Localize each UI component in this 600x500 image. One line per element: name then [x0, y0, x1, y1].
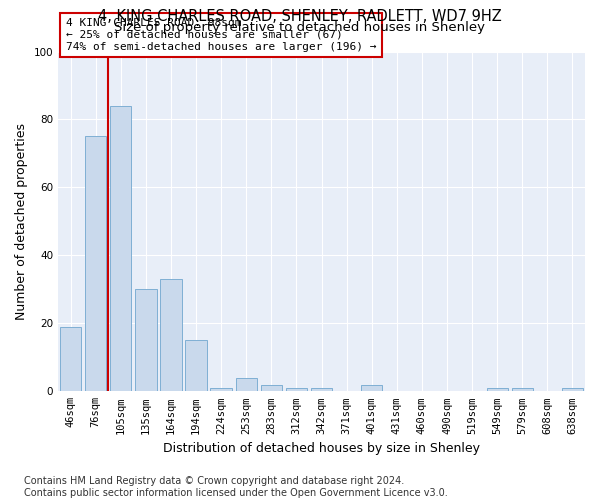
Bar [286, 388, 307, 392]
Bar [311, 388, 332, 392]
Bar [487, 388, 508, 392]
Bar [110, 106, 131, 392]
Y-axis label: Number of detached properties: Number of detached properties [15, 123, 28, 320]
Bar [85, 136, 106, 392]
Bar [361, 384, 382, 392]
Text: 4, KING CHARLES ROAD, SHENLEY, RADLETT, WD7 9HZ: 4, KING CHARLES ROAD, SHENLEY, RADLETT, … [98, 9, 502, 24]
Bar [562, 388, 583, 392]
Bar [260, 384, 282, 392]
Bar [185, 340, 207, 392]
Bar [60, 326, 81, 392]
Bar [160, 279, 182, 392]
Text: Size of property relative to detached houses in Shenley: Size of property relative to detached ho… [115, 21, 485, 34]
Text: 4 KING CHARLES ROAD: 98sqm
← 25% of detached houses are smaller (67)
74% of semi: 4 KING CHARLES ROAD: 98sqm ← 25% of deta… [66, 18, 376, 52]
Bar [512, 388, 533, 392]
Text: Contains HM Land Registry data © Crown copyright and database right 2024.
Contai: Contains HM Land Registry data © Crown c… [24, 476, 448, 498]
Bar [135, 290, 157, 392]
X-axis label: Distribution of detached houses by size in Shenley: Distribution of detached houses by size … [163, 442, 480, 455]
Bar [211, 388, 232, 392]
Bar [236, 378, 257, 392]
